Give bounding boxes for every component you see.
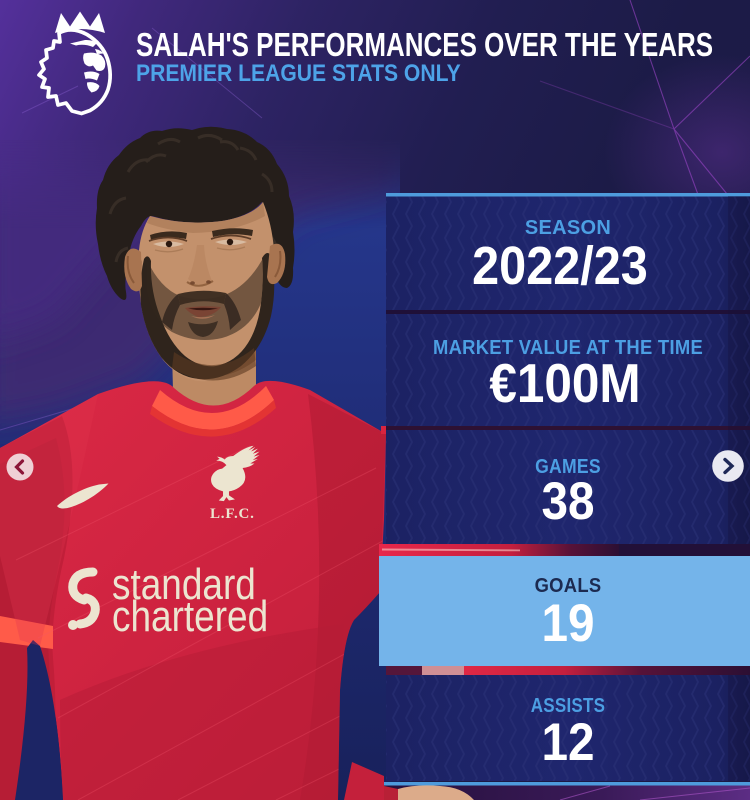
svg-text:L.F.C.: L.F.C.	[210, 506, 255, 522]
